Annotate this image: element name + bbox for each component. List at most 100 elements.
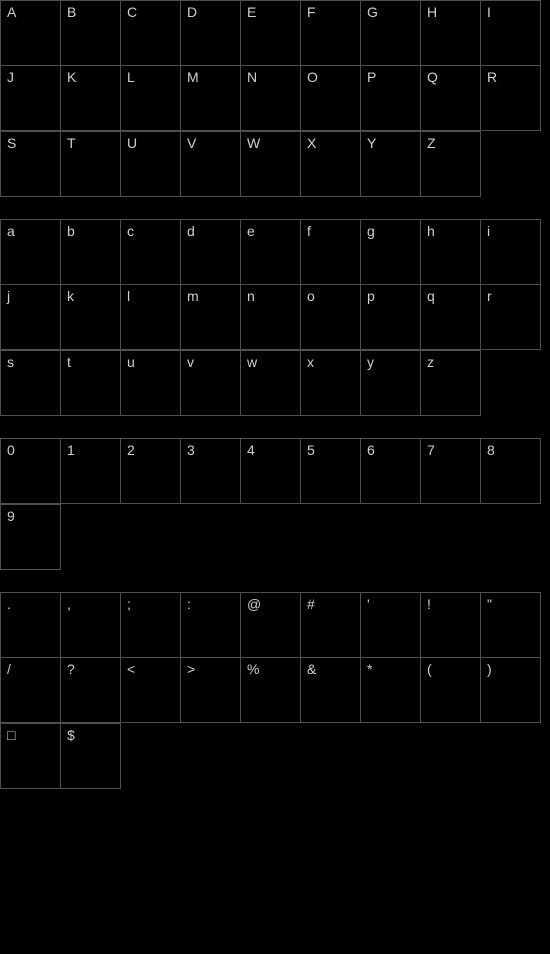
symbols-grid: .,;:@#'!"/?<>%&*(): [0, 592, 541, 723]
glyph: Y: [367, 136, 376, 150]
uppercase-cell: J: [0, 65, 60, 130]
glyph: d: [187, 224, 195, 238]
lowercase-cell: r: [480, 284, 540, 349]
glyph: *: [367, 662, 372, 676]
glyph: N: [247, 70, 257, 84]
glyph: ;: [127, 597, 131, 611]
section-spacer: [0, 197, 550, 219]
glyph: s: [7, 355, 14, 369]
uppercase-cell: L: [120, 65, 180, 130]
glyph: W: [247, 136, 260, 150]
glyph: !: [427, 597, 431, 611]
digits-cell: 7: [420, 438, 480, 503]
uppercase-cell: P: [360, 65, 420, 130]
symbols-cell: *: [360, 657, 420, 722]
glyph: I: [487, 5, 491, 19]
uppercase-cell: Z: [420, 131, 480, 196]
symbols-cell: :: [180, 592, 240, 657]
uppercase-cell: F: [300, 0, 360, 65]
glyph: i: [487, 224, 490, 238]
symbols-cell: <: [120, 657, 180, 722]
symbols-cell: %: [240, 657, 300, 722]
symbols-cell: □: [0, 723, 60, 788]
lowercase-cell: g: [360, 219, 420, 284]
glyph: H: [427, 5, 437, 19]
uppercase-cell: A: [0, 0, 60, 65]
glyph: q: [427, 289, 435, 303]
lowercase-cell: t: [60, 350, 120, 415]
uppercase-cell: B: [60, 0, 120, 65]
lowercase-cell: h: [420, 219, 480, 284]
lowercase-grid-tail: stuvwxyz: [0, 350, 481, 416]
symbols-cell: (: [420, 657, 480, 722]
glyph: U: [127, 136, 137, 150]
uppercase-cell: M: [180, 65, 240, 130]
uppercase-cell: S: [0, 131, 60, 196]
lowercase-cell: j: [0, 284, 60, 349]
lowercase-cell: o: [300, 284, 360, 349]
uppercase-cell: V: [180, 131, 240, 196]
digits-cell: 1: [60, 438, 120, 503]
glyph: p: [367, 289, 375, 303]
glyph: S: [7, 136, 16, 150]
lowercase-cell: d: [180, 219, 240, 284]
glyph: 0: [7, 443, 15, 457]
glyph: ?: [67, 662, 75, 676]
digits-grid: 012345678: [0, 438, 541, 504]
glyph: m: [187, 289, 199, 303]
glyph: □: [7, 728, 15, 742]
uppercase-cell: U: [120, 131, 180, 196]
uppercase-cell: Q: [420, 65, 480, 130]
uppercase-cell: R: [480, 65, 540, 130]
lowercase-cell: z: [420, 350, 480, 415]
lowercase-grid: abcdefghijklmnopqr: [0, 219, 541, 350]
glyph: .: [7, 597, 11, 611]
digits-cell: 9: [0, 504, 60, 569]
glyph: B: [67, 5, 76, 19]
lowercase-cell: e: [240, 219, 300, 284]
section-spacer: [0, 570, 550, 592]
glyph: j: [7, 289, 10, 303]
glyph: h: [427, 224, 435, 238]
glyph: g: [367, 224, 375, 238]
symbols-cell: ': [360, 592, 420, 657]
lowercase-cell: v: [180, 350, 240, 415]
glyph: u: [127, 355, 135, 369]
symbols-cell: !: [420, 592, 480, 657]
symbols-grid-tail: □$: [0, 723, 121, 789]
symbols-cell: &: [300, 657, 360, 722]
lowercase-cell: a: [0, 219, 60, 284]
digits-cell: 2: [120, 438, 180, 503]
uppercase-grid-tail: STUVWXYZ: [0, 131, 481, 197]
symbols-cell: .: [0, 592, 60, 657]
symbols-cell: #: [300, 592, 360, 657]
glyph: A: [7, 5, 16, 19]
lowercase-cell: p: [360, 284, 420, 349]
glyph: x: [307, 355, 314, 369]
glyph: f: [307, 224, 311, 238]
glyph: 7: [427, 443, 435, 457]
uppercase-cell: C: [120, 0, 180, 65]
uppercase-cell: E: [240, 0, 300, 65]
digits-cell: 0: [0, 438, 60, 503]
section-spacer: [0, 789, 550, 811]
uppercase-cell: Y: [360, 131, 420, 196]
symbols-cell: ): [480, 657, 540, 722]
glyph: ): [487, 662, 492, 676]
glyph: <: [127, 662, 135, 676]
glyph: Z: [427, 136, 436, 150]
digits-cell: 6: [360, 438, 420, 503]
uppercase-cell: G: [360, 0, 420, 65]
glyph: y: [367, 355, 374, 369]
glyph: 3: [187, 443, 195, 457]
glyph: b: [67, 224, 75, 238]
glyph: 2: [127, 443, 135, 457]
glyph: (: [427, 662, 432, 676]
lowercase-cell: x: [300, 350, 360, 415]
glyph: z: [427, 355, 434, 369]
digits-grid-tail: 9: [0, 504, 61, 570]
glyph: J: [7, 70, 14, 84]
glyph: E: [247, 5, 256, 19]
glyph: #: [307, 597, 315, 611]
glyph: n: [247, 289, 255, 303]
